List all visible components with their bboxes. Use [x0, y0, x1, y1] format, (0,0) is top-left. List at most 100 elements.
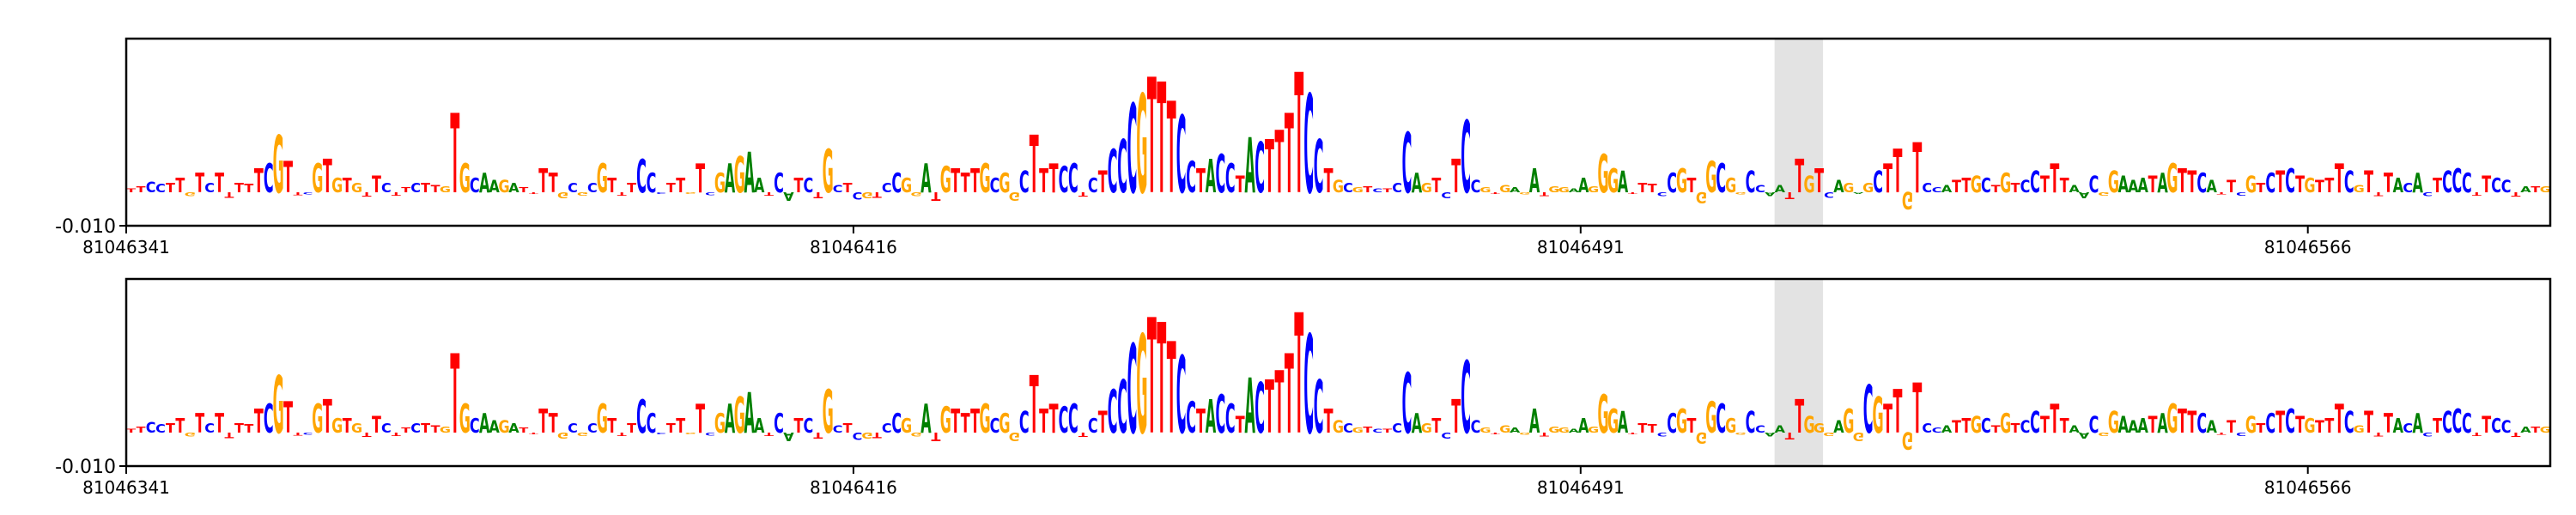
logo-letter-G: G	[331, 174, 343, 197]
x-tick-label: 81046566	[2264, 237, 2352, 258]
logo-letter-C: C	[470, 174, 480, 197]
logo-letter-T: T	[1049, 397, 1059, 442]
logo-letter-T: T	[343, 415, 352, 438]
logo-letter-T: T	[166, 420, 175, 436]
logo-letter-T: T	[1952, 178, 1961, 197]
logo-letter-G: G	[312, 156, 323, 202]
logo-letter-T: T	[1893, 136, 1903, 206]
logo-letter-C: C	[1402, 357, 1413, 453]
logo-letter-A: A	[1510, 426, 1521, 433]
logo-letter-A: A	[479, 408, 489, 439]
logo-letter-G: G	[1862, 179, 1874, 196]
logo-letter-C: C	[568, 179, 578, 196]
logo-letter-G: G	[1696, 189, 1707, 207]
logo-letter-G: G	[999, 167, 1010, 198]
logo-letter-C: C	[2344, 406, 2354, 440]
logo-letter-T: T	[696, 156, 705, 202]
logo-letter-T: T	[666, 179, 676, 196]
logo-letter-C: C	[990, 174, 1000, 197]
logo-letter-T: T	[529, 191, 538, 194]
logo-letter-T: T	[2011, 179, 2020, 196]
logo-letter-A: A	[1206, 150, 1217, 203]
logo-letter-C: C	[264, 156, 274, 202]
logo-letter-T: T	[617, 431, 628, 437]
logo-letter-G: G	[440, 426, 451, 435]
logo-letter-T: T	[549, 167, 558, 198]
logo-letter-G: G	[1725, 174, 1736, 197]
logo-letter-T: T	[1285, 332, 1294, 458]
logo-letter-T: T	[1686, 415, 1696, 438]
y-tick-label: -0.010	[55, 457, 116, 478]
x-tick-label: 81046341	[82, 237, 170, 258]
logo-letter-T: T	[2384, 408, 2393, 439]
logo-letter-C: C	[204, 179, 215, 196]
logo-letter-T: T	[431, 184, 440, 195]
logo-letter-G: G	[734, 147, 745, 204]
logo-letter-T: T	[2227, 178, 2236, 197]
logo-letter-G: G	[1823, 431, 1834, 437]
logo-letter-T: T	[450, 92, 459, 218]
logo-letter-C: C	[2442, 406, 2452, 440]
logo-letter-G: G	[1696, 429, 1707, 447]
logo-letter-A: A	[479, 167, 489, 198]
logo-letter-G: G	[901, 415, 912, 438]
logo-letter-T: T	[1912, 128, 1922, 209]
logo-letter-A: A	[725, 156, 736, 202]
logo-letter-C: C	[155, 422, 166, 435]
logo-letter-C: C	[1667, 408, 1677, 439]
logo-letter-G: G	[685, 191, 696, 194]
logo-letter-C: C	[2030, 166, 2040, 200]
logo-letter-G: G	[597, 397, 608, 442]
logo-letter-T: T	[2315, 418, 2324, 437]
logo-letter-G: G	[577, 431, 588, 437]
logo-letter-T: T	[676, 415, 685, 438]
logo-letter-T: T	[283, 153, 293, 203]
logo-letter-C: C	[2501, 418, 2512, 437]
logo-letter-T: T	[1686, 174, 1696, 197]
logo-letter-C: C	[2403, 179, 2413, 196]
logo-letter-C: C	[1314, 126, 1324, 209]
logo-letter-G: G	[273, 119, 284, 211]
logo-letter-T: T	[2364, 406, 2373, 440]
logo-letter-T: T	[2433, 415, 2442, 438]
logo-letter-C: C	[264, 397, 274, 442]
logo-letter-G: G	[1009, 189, 1020, 202]
logo-letter-A: A	[1618, 166, 1628, 200]
logo-letter-T: T	[1265, 126, 1274, 209]
logo-letter-T: T	[1648, 422, 1657, 435]
logo-letter-T: T	[401, 185, 410, 193]
logo-letter-C: C	[1981, 415, 1991, 438]
logo-letter-T: T	[970, 162, 980, 200]
x-tick-label: 81046341	[82, 477, 170, 498]
logo-letter-A: A	[2069, 184, 2080, 195]
logo-letter-A: A	[489, 178, 500, 197]
logo-letter-A: A	[1569, 187, 1580, 193]
logo-letter-G: G	[1971, 411, 1982, 439]
logo-letter-G: G	[1804, 411, 1815, 439]
logo-letter-T: T	[2275, 406, 2285, 440]
logo-letter-C: C	[470, 415, 480, 438]
panel-frame	[125, 277, 2552, 468]
logo-letter-T: T	[2315, 178, 2324, 197]
logo-letter-A: A	[2393, 415, 2404, 438]
logo-letter-C: C	[1755, 184, 1765, 195]
logo-letter-A: A	[1412, 408, 1422, 439]
logo-letter-G: G	[979, 397, 990, 442]
logo-letter-T: T	[872, 190, 882, 198]
x-tick-label: 81046416	[810, 477, 897, 498]
logo-letter-T: T	[1795, 150, 1804, 203]
logo-letter-C: C	[146, 419, 156, 436]
logo-letter-A: A	[754, 174, 765, 197]
logo-letter-G: G	[714, 408, 726, 439]
logo-letter-T: T	[234, 420, 244, 436]
logo-letter-C: C	[2089, 171, 2099, 198]
logo-letter-C: C	[2196, 167, 2207, 198]
logo-letter-G: G	[351, 420, 362, 436]
logo-letter-A: A	[2128, 178, 2139, 197]
logo-letter-G: G	[2098, 431, 2109, 437]
logo-letter-T: T	[1785, 190, 1795, 199]
logo-letter-T: T	[166, 179, 175, 196]
logo-letter-T: T	[2011, 420, 2020, 436]
logo-letter-G: G	[1607, 162, 1619, 200]
logo-letter-T: T	[343, 174, 352, 197]
